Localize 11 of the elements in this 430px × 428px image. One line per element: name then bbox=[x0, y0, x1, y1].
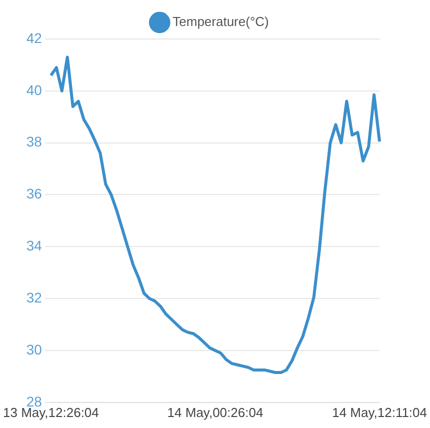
y-tick-label: 40 bbox=[26, 82, 42, 98]
y-tick-label: 30 bbox=[26, 341, 42, 358]
x-tick-label: 14 May,00:26:04 bbox=[167, 404, 264, 420]
y-tick-label: 32 bbox=[26, 289, 42, 306]
y-tick-label: 34 bbox=[26, 238, 42, 254]
y-tick-label: 38 bbox=[26, 134, 42, 150]
y-tick-label: 42 bbox=[26, 30, 42, 46]
y-tick-label: 36 bbox=[26, 186, 42, 202]
y-tick-label: 28 bbox=[26, 393, 42, 410]
legend-label: Temperature(°C) bbox=[172, 14, 269, 30]
x-tick-label: 14 May,12:11:04 bbox=[332, 404, 428, 420]
